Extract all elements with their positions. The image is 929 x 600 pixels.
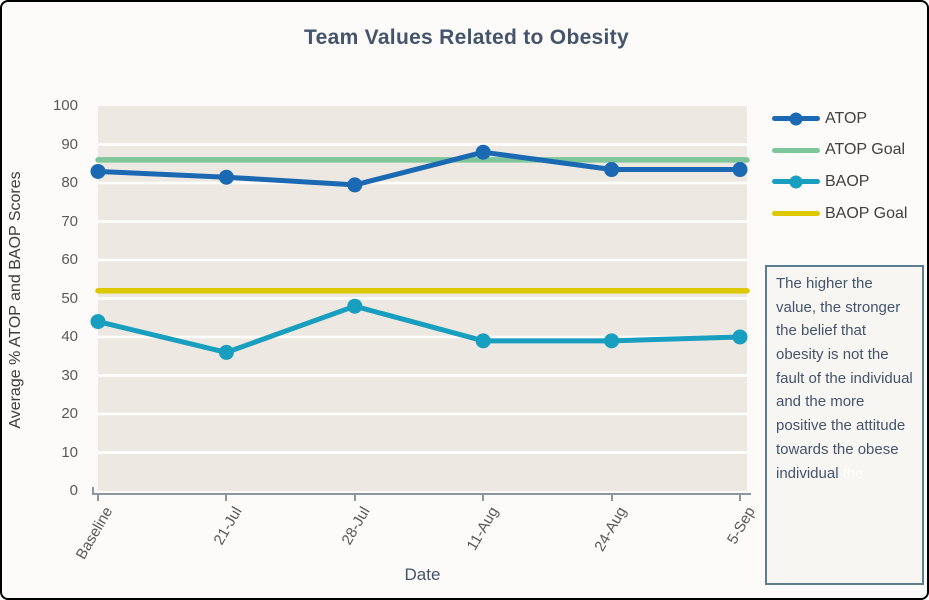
y-axis-tick-labels: 0 10 20 30 40 50 60 70 80 90 100 (2, 97, 86, 499)
y-tick-label-0: 0 (69, 482, 78, 499)
legend-item-baop-goal: BAOP Goal (772, 198, 927, 230)
legend-swatch-atop-goal (772, 147, 820, 153)
y-tick-label-60: 60 (61, 251, 78, 268)
legend: ATOP ATOP Goal BAOP BAOP Goal (772, 103, 927, 230)
x-tick-mark (739, 495, 741, 501)
x-tick-label-28-jul: 28-Jul (338, 504, 374, 548)
legend-item-atop: ATOP (772, 103, 927, 135)
y-tick-label-30: 30 (61, 366, 78, 384)
x-tick-mark (97, 495, 99, 501)
annotation-box: The higher the value, the stronger the b… (765, 265, 924, 585)
y-tick-label-10: 10 (61, 443, 78, 461)
legend-marker-atop (789, 112, 803, 126)
x-axis-end-tick (92, 487, 94, 493)
legend-label-atop-goal: ATOP Goal (825, 141, 906, 159)
y-tick-label-40: 40 (61, 328, 78, 345)
legend-label-baop: BAOP (825, 172, 870, 190)
y-tick-label-20: 20 (61, 405, 78, 422)
x-tick-label-21-jul: 21-Jul (209, 504, 246, 548)
y-tick-label-70: 70 (61, 212, 78, 230)
plot-area (90, 106, 750, 491)
annotation-text: The higher the value, the stronger the b… (776, 275, 913, 482)
x-tick-label-baseline: Baseline (73, 504, 117, 563)
legend-swatch-baop (772, 175, 820, 189)
x-tick-mark (482, 495, 485, 501)
legend-label-atop: ATOP (825, 109, 868, 127)
legend-label-baop-goal: BAOP Goal (825, 204, 908, 222)
legend-item-atop-goal: ATOP Goal (772, 135, 927, 167)
x-tick-label-24-aug: 24-Aug (591, 504, 631, 555)
y-tick-label-100: 100 (52, 97, 78, 114)
y-tick-label-80: 80 (61, 174, 78, 191)
x-tick-label-11-aug: 11-Aug (463, 504, 502, 554)
x-axis-title: Date (404, 565, 441, 584)
y-tick-label-50: 50 (61, 289, 78, 307)
legend-item-baop: BAOP (772, 166, 927, 198)
x-axis-tick-labels: Baseline 21-Jul 28-Jul 11-Aug 24-Aug 5-Sep (73, 493, 759, 593)
chart-title: Team Values Related to Obesity (304, 26, 629, 49)
chart-canvas (90, 143, 750, 454)
legend-swatch-baop-goal (772, 211, 820, 217)
x-tick-mark (610, 495, 613, 501)
legend-swatch-atop (772, 112, 820, 126)
legend-marker-baop (789, 175, 803, 189)
x-tick-mark (353, 495, 356, 501)
x-axis-line (92, 493, 751, 495)
annotation-ghost-text: the (842, 464, 864, 482)
x-tick-label-5-sep: 5-Sep (723, 504, 759, 548)
y-tick-label-90: 90 (61, 135, 78, 153)
x-tick-mark (225, 495, 228, 501)
